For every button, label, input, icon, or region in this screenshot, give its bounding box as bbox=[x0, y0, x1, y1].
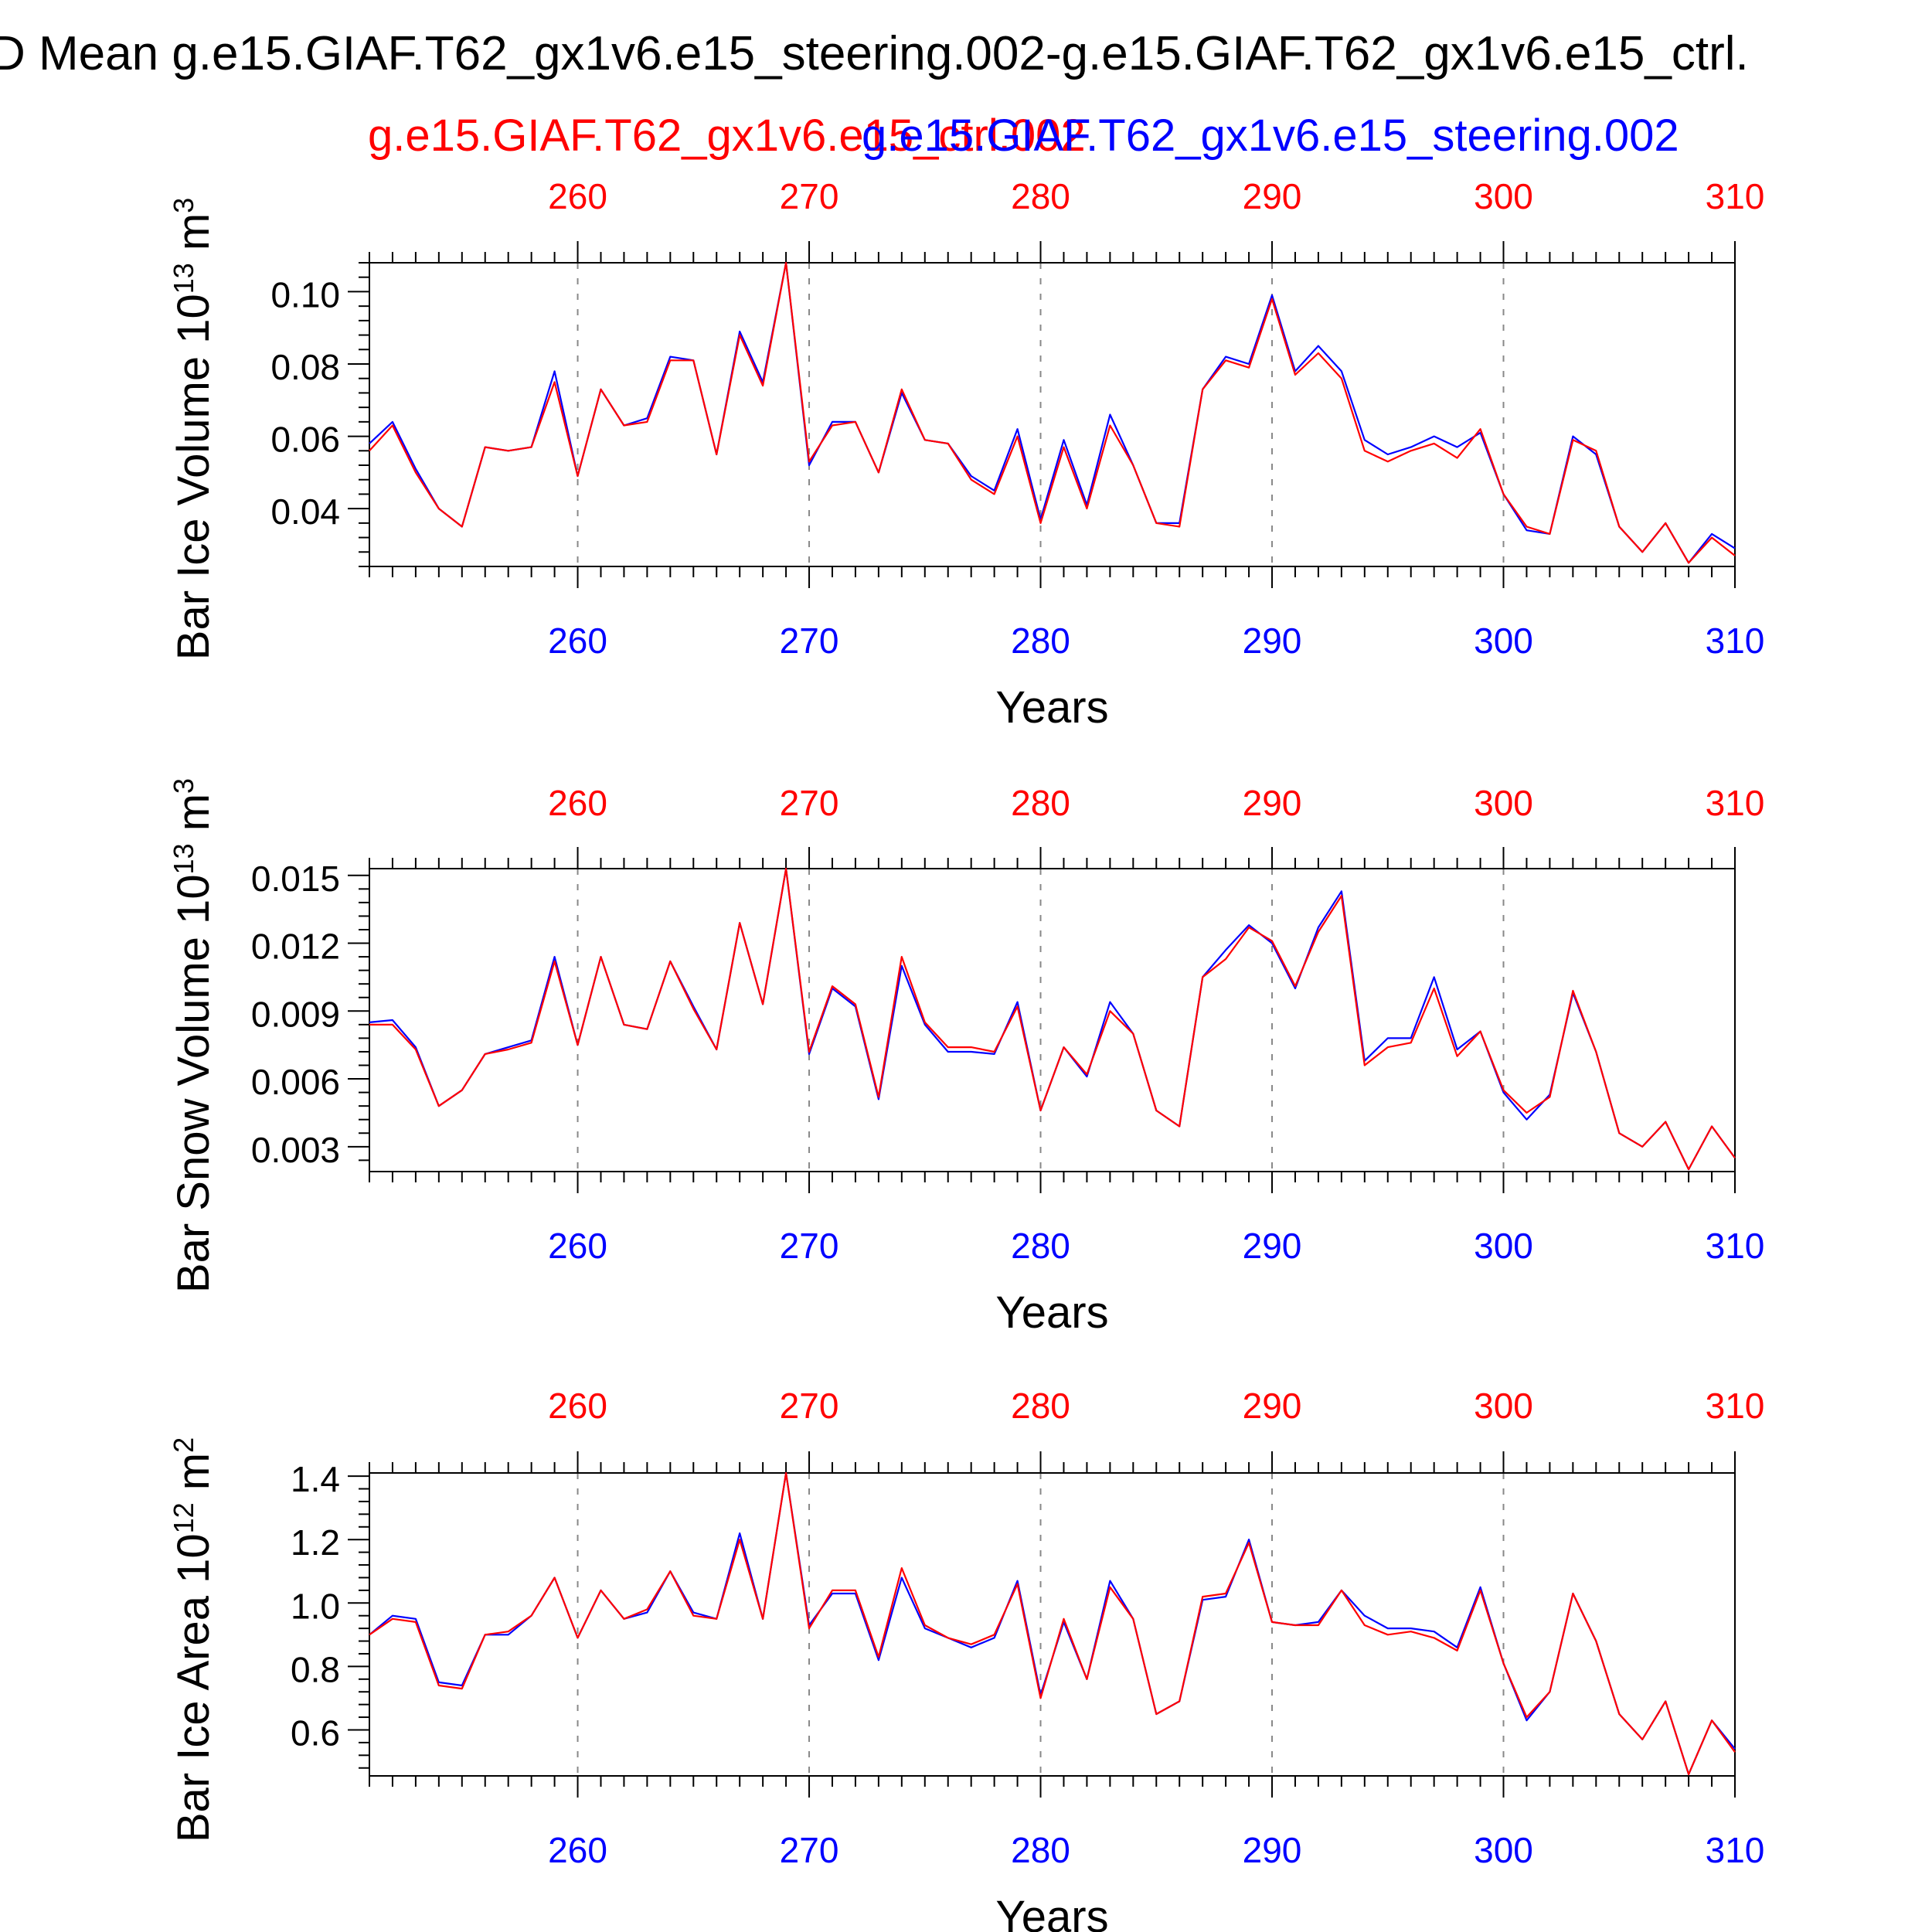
x-tick-label-top: 280 bbox=[1011, 176, 1070, 216]
y-axis-label-superscript: 2 bbox=[168, 1437, 199, 1453]
x-tick-label-bottom: 280 bbox=[1011, 1830, 1070, 1870]
x-tick-label-bottom: 280 bbox=[1011, 1226, 1070, 1266]
x-tick-label-top: 280 bbox=[1011, 1386, 1070, 1426]
y-axis-label-superscript: 13 bbox=[168, 843, 199, 874]
ice-area-panel: 0.6 0.8 1.0 1.2 1.4 260 260 270 270 280 280 290 290 3… bbox=[168, 1386, 1764, 1932]
x-tick-label-bottom: 300 bbox=[1474, 1830, 1533, 1870]
steering-series-line bbox=[369, 1471, 1736, 1775]
x-tick-label-bottom: 260 bbox=[548, 1830, 607, 1870]
x-axis-label: Years bbox=[995, 682, 1108, 733]
x-tick-label-bottom: 310 bbox=[1706, 1226, 1765, 1266]
x-axis-label: Years bbox=[995, 1287, 1108, 1338]
x-tick-label-top: 290 bbox=[1243, 176, 1302, 216]
x-tick-label-top: 290 bbox=[1243, 783, 1302, 823]
x-tick-label-bottom: 270 bbox=[780, 1226, 839, 1266]
x-tick-label-bottom: 290 bbox=[1243, 1226, 1302, 1266]
y-tick-label: 0.04 bbox=[270, 492, 340, 532]
y-tick-label: 0.012 bbox=[251, 927, 340, 967]
y-axis-label-part: m bbox=[168, 213, 219, 263]
steering-series-line bbox=[369, 867, 1736, 1171]
snow-volume-panel: 0.003 0.006 0.009 0.012 0.015 260 260 270 270 280… bbox=[168, 778, 1764, 1338]
x-tick-label-bottom: 270 bbox=[780, 621, 839, 661]
plot-frame bbox=[369, 262, 1736, 567]
y-tick-label: 0.006 bbox=[251, 1062, 340, 1102]
x-axis-label: Years bbox=[995, 1892, 1108, 1932]
ctrl-series-line bbox=[369, 867, 1736, 1171]
x-tick-label-top: 260 bbox=[548, 783, 607, 823]
y-tick-label: 0.6 bbox=[291, 1713, 340, 1753]
y-axis-label-part: m bbox=[168, 1453, 219, 1502]
plot-frame bbox=[369, 868, 1736, 1172]
y-axis-label-part: m bbox=[168, 794, 219, 843]
x-tick-label-bottom: 300 bbox=[1474, 1226, 1533, 1266]
y-axis-label-superscript: 13 bbox=[168, 263, 199, 294]
x-tick-label-bottom: 270 bbox=[780, 1830, 839, 1870]
x-tick-label-bottom: 280 bbox=[1011, 621, 1070, 661]
x-tick-label-bottom: 290 bbox=[1243, 621, 1302, 661]
y-tick-label: 0.8 bbox=[291, 1649, 340, 1689]
y-tick-label: 0.10 bbox=[270, 274, 340, 315]
ctrl-series-line bbox=[369, 261, 1736, 564]
y-axis-label-superscript: 3 bbox=[168, 778, 199, 794]
y-tick-label: 1.4 bbox=[291, 1459, 340, 1499]
y-tick-label: 0.06 bbox=[270, 420, 340, 460]
legend-ctrl-label: g.e15.GIAF.T62_gx1v6.e15_ctrl.002 bbox=[368, 111, 1086, 161]
y-axis-label: Bar Snow Volume 1013 m3 bbox=[168, 778, 219, 1293]
y-axis-label-part: Bar Ice Area 10 bbox=[168, 1533, 219, 1842]
legend-steering-label: g.e15.GIAF.T62_gx1v6.e15_steering.002 bbox=[862, 111, 1679, 161]
x-tick-label-top: 270 bbox=[780, 1386, 839, 1426]
y-tick-label: 1.2 bbox=[291, 1522, 340, 1563]
x-tick-label-top: 260 bbox=[548, 1386, 607, 1426]
figure-title: D Mean g.e15.GIAF.T62_gx1v6.e15_steering… bbox=[0, 27, 1749, 80]
ice-volume-panel: 0.04 0.06 0.08 0.10 260 260 270 270 280 280 290 290… bbox=[168, 176, 1764, 733]
steering-series-line bbox=[369, 261, 1736, 564]
x-tick-label-top: 270 bbox=[780, 783, 839, 823]
y-tick-label: 0.08 bbox=[270, 347, 340, 387]
x-tick-label-bottom: 290 bbox=[1243, 1830, 1302, 1870]
x-tick-label-top: 310 bbox=[1706, 1386, 1765, 1426]
x-tick-label-bottom: 260 bbox=[548, 621, 607, 661]
x-tick-label-top: 290 bbox=[1243, 1386, 1302, 1426]
x-tick-label-bottom: 300 bbox=[1474, 621, 1533, 661]
x-tick-label-top: 300 bbox=[1474, 1386, 1533, 1426]
y-axis-label-part: Bar Snow Volume 10 bbox=[168, 874, 219, 1293]
y-axis-label-superscript: 12 bbox=[168, 1502, 199, 1533]
x-tick-label-top: 260 bbox=[548, 176, 607, 216]
y-axis-label-superscript: 3 bbox=[168, 198, 199, 213]
x-tick-label-top: 280 bbox=[1011, 783, 1070, 823]
y-tick-label: 1.0 bbox=[291, 1586, 340, 1626]
y-axis-label-part: Bar Ice Volume 10 bbox=[168, 294, 219, 660]
x-tick-label-top: 270 bbox=[780, 176, 839, 216]
y-axis-label: Bar Ice Area 1012 m2 bbox=[168, 1437, 219, 1842]
y-tick-label: 0.003 bbox=[251, 1130, 340, 1170]
x-tick-label-bottom: 310 bbox=[1706, 621, 1765, 661]
y-tick-label: 0.015 bbox=[251, 859, 340, 899]
x-tick-label-top: 310 bbox=[1706, 783, 1765, 823]
y-tick-label: 0.009 bbox=[251, 994, 340, 1034]
plot-frame bbox=[369, 1472, 1736, 1777]
x-tick-label-bottom: 260 bbox=[548, 1226, 607, 1266]
x-tick-label-bottom: 310 bbox=[1706, 1830, 1765, 1870]
x-tick-label-top: 300 bbox=[1474, 176, 1533, 216]
x-tick-label-top: 310 bbox=[1706, 176, 1765, 216]
x-tick-label-top: 300 bbox=[1474, 783, 1533, 823]
ctrl-series-line bbox=[369, 1471, 1736, 1775]
y-axis-label: Bar Ice Volume 1013 m3 bbox=[168, 198, 219, 660]
